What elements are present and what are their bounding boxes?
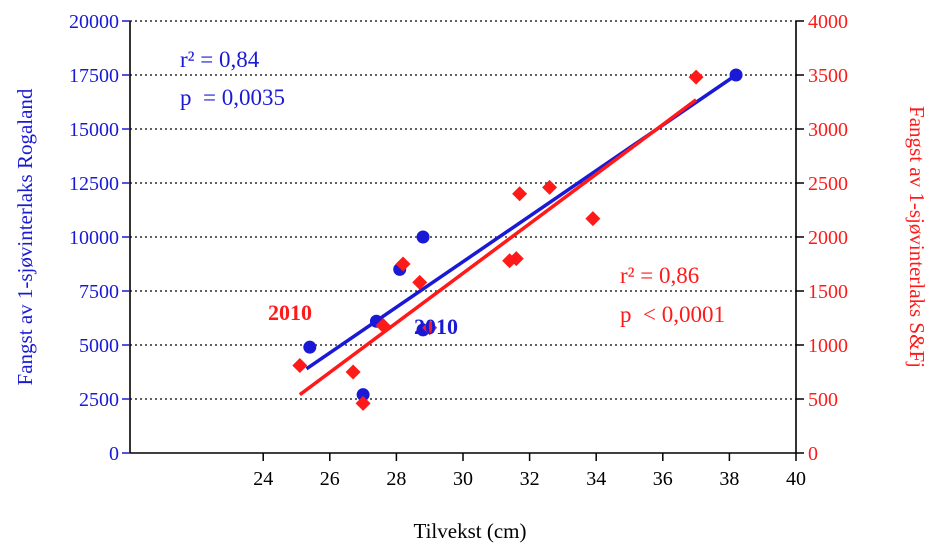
y-axis-left-title: Fangst av 1-sjøvinterlaks Rogaland xyxy=(13,88,37,385)
y-left-tick-label: 17500 xyxy=(69,65,119,87)
gridlines xyxy=(130,20,796,400)
blue-r2-annotation: r² = 0,84 xyxy=(180,47,260,72)
red-data-point xyxy=(395,256,411,272)
blue-2010-label: 2010 xyxy=(414,314,458,339)
x-tick-label: 36 xyxy=(653,468,673,490)
x-tick-label: 40 xyxy=(786,468,806,490)
red-data-point xyxy=(542,179,558,195)
red-data-point xyxy=(508,251,524,267)
red-regression-line xyxy=(298,98,698,397)
red-data-point xyxy=(688,69,704,85)
blue-data-point xyxy=(729,68,743,82)
y-right-tick-label: 2500 xyxy=(808,173,848,195)
red-2010-label: 2010 xyxy=(268,300,312,325)
x-tick-label: 30 xyxy=(453,468,473,490)
red-data-point xyxy=(355,395,371,411)
y-left-tick-label: 7500 xyxy=(79,281,119,303)
y-right-tick-label: 3000 xyxy=(808,119,848,141)
red-data-point xyxy=(412,274,428,290)
red-data-point xyxy=(585,211,601,227)
x-tick-label: 38 xyxy=(719,468,739,490)
y-right-tick-label: 1000 xyxy=(808,335,848,357)
blue-data-point xyxy=(356,388,370,402)
red-data-point xyxy=(345,364,361,380)
y-right-tick-label: 3500 xyxy=(808,65,848,87)
regression-lines xyxy=(298,73,738,397)
y-right-tick-label: 500 xyxy=(808,389,838,411)
y-left-tick-label: 2500 xyxy=(79,389,119,411)
x-tick-label: 32 xyxy=(520,468,540,490)
red-data-point xyxy=(292,358,308,374)
y-left-tick-label: 5000 xyxy=(79,335,119,357)
x-tick-label: 26 xyxy=(320,468,340,490)
x-tick-label: 24 xyxy=(253,468,273,490)
red-r2-annotation: r² = 0,86 xyxy=(620,263,699,288)
y-left-tick-label: 15000 xyxy=(69,119,119,141)
x-tick-label: 34 xyxy=(586,468,606,490)
tick-labels: 24 26 28 30 32 34 36 38 400250050007500100001250… xyxy=(69,11,848,490)
y-left-tick-label: 12500 xyxy=(69,173,119,195)
red-data-point xyxy=(422,320,438,336)
y-right-tick-label: 2000 xyxy=(808,227,848,249)
x-axis-title: Tilvekst (cm) xyxy=(414,519,527,543)
data-points xyxy=(292,68,743,411)
y-right-tick-label: 0 xyxy=(808,443,818,465)
blue-data-point xyxy=(303,340,317,354)
blue-data-point xyxy=(416,230,430,244)
red-data-point xyxy=(512,186,528,202)
axes xyxy=(122,20,804,461)
red-p-annotation: p < 0,0001 xyxy=(620,302,725,327)
y-right-tick-label: 1500 xyxy=(808,281,848,303)
red-data-point xyxy=(375,318,391,334)
y-right-tick-label: 4000 xyxy=(808,11,848,33)
x-tick-label: 28 xyxy=(386,468,406,490)
y-left-tick-label: 0 xyxy=(109,443,119,465)
y-left-tick-label: 20000 xyxy=(69,11,119,33)
y-axis-right-title: Fangst av 1-sjøvinterlaks S&Fj xyxy=(905,106,929,368)
y-left-tick-label: 10000 xyxy=(69,227,119,249)
blue-p-annotation: p = 0,0035 xyxy=(180,85,285,110)
